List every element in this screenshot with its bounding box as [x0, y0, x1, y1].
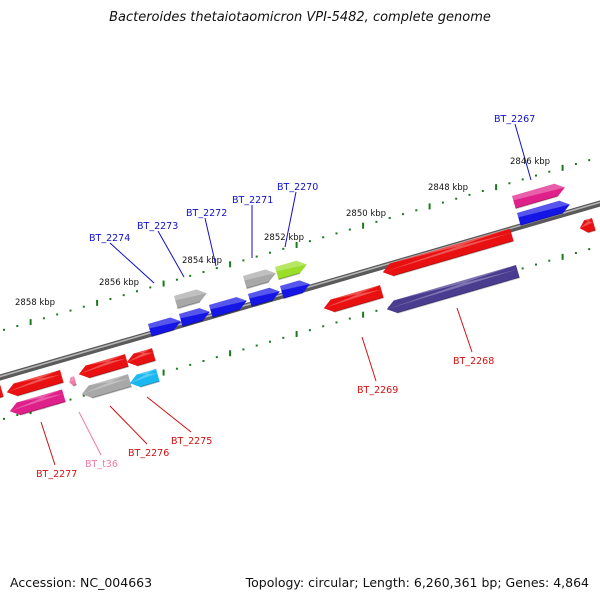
gene-label-bt-2270[interactable]: BT_2270 — [277, 182, 318, 193]
gene-arrow-bt2267a — [512, 183, 565, 210]
gene-label-bt-2272[interactable]: BT_2272 — [186, 208, 227, 219]
gene-arrow-grey2 — [243, 269, 276, 290]
gene-label-bt-2273[interactable]: BT_2273 — [137, 221, 178, 232]
gene-arrow-bt2268b — [386, 265, 520, 314]
gene-arrow-green — [275, 260, 307, 281]
gene-label-bt-2277[interactable]: BT_2277 — [36, 469, 77, 480]
gene-arrow-bt2268a — [382, 228, 514, 277]
leader-bt-2269 — [361, 336, 377, 382]
leader-bt-t36 — [78, 411, 102, 456]
gene-arrow-grey3 — [81, 374, 132, 399]
scale-label-2846-kbp: 2846 kbp — [510, 157, 550, 167]
gene-arrow-bt2273 — [179, 308, 210, 328]
gene-label-bt-2271[interactable]: BT_2271 — [232, 195, 273, 206]
leader-bt-2268 — [456, 307, 473, 353]
gene-labels: BT_2267 BT_2270 BT_2271 BT_2272 BT_2273 BT_22… — [36, 114, 535, 480]
leader-bt-2276 — [109, 405, 148, 445]
label-leader-lines — [40, 123, 532, 466]
leader-bt-2272 — [204, 217, 217, 267]
gene-features — [0, 183, 596, 416]
gene-arrow-bt-t36 — [69, 376, 77, 387]
gene-arrow-bt2267b — [517, 200, 570, 227]
gene-arrow-bt2274 — [148, 317, 181, 338]
gene-arrow-bt2269 — [323, 285, 384, 313]
gene-label-bt-2275[interactable]: BT_2275 — [171, 436, 212, 447]
gene-label-bt-2276[interactable]: BT_2276 — [128, 448, 169, 459]
gene-arrow-grey1 — [174, 289, 207, 310]
scale-label-2848-kbp: 2848 kbp — [428, 183, 468, 193]
scale-label-2854-kbp: 2854 kbp — [182, 256, 222, 266]
leader-bt-2277 — [40, 421, 56, 466]
scale-label-2858-kbp: 2858 kbp — [15, 298, 55, 308]
gene-arrow-bt2276 — [78, 354, 129, 379]
gene-arrow-cyan — [129, 368, 160, 388]
accession-text: Accession: NC_004663 — [10, 575, 153, 590]
gene-arrow-bt2270 — [280, 280, 310, 300]
gene-label-bt-2274[interactable]: BT_2274 — [89, 233, 130, 244]
leader-bt-2274 — [109, 242, 155, 284]
gene-arrow-edge-left — [0, 384, 4, 401]
leader-bt-2273 — [157, 230, 185, 278]
page-title: Bacteroides thetaiotaomicron VPI-5482, c… — [109, 10, 491, 25]
gene-arrow-edge — [579, 217, 596, 234]
gene-arrow-bt2277a — [6, 370, 64, 397]
gene-arrow-bt2271 — [248, 287, 280, 308]
gene-label-bt-2267[interactable]: BT_2267 — [494, 114, 535, 125]
leader-bt-2267 — [514, 123, 532, 181]
scale-label-2856-kbp: 2856 kbp — [99, 278, 139, 288]
gene-arrow-bt2277b — [9, 389, 66, 416]
scale-label-2852-kbp: 2852 kbp — [264, 233, 304, 243]
gene-label-bt-2268[interactable]: BT_2268 — [453, 356, 494, 367]
scale-label-2850-kbp: 2850 kbp — [346, 209, 386, 219]
scale-labels: 2846 kbp 2848 kbp 2850 kbp 2852 kbp 2854 kbp… — [15, 157, 550, 308]
genome-summary: Topology: circular; Length: 6,260,361 bp… — [245, 575, 589, 590]
gene-label-bt-t36[interactable]: BT_t36 — [85, 459, 118, 470]
gene-label-bt-2269[interactable]: BT_2269 — [357, 385, 398, 396]
gene-arrow-bt2272 — [209, 297, 247, 319]
leader-bt-2275 — [146, 396, 192, 433]
leader-bt-2270 — [284, 191, 297, 248]
gene-arrow-bt2275 — [126, 348, 156, 367]
